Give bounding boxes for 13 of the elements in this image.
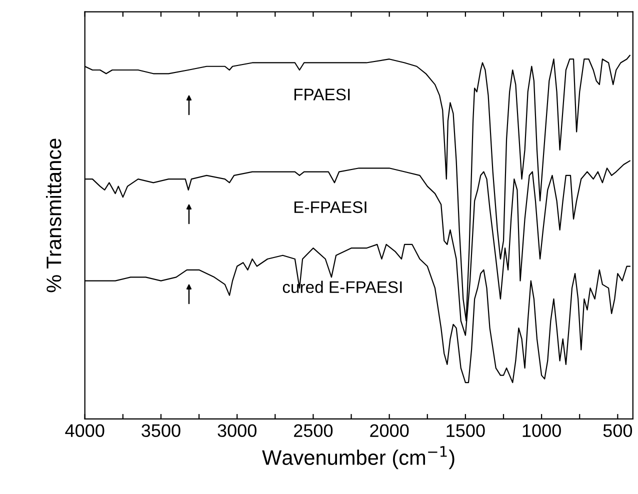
series-label: FPAESI <box>294 88 350 100</box>
series-label: E-FPAESI <box>294 201 366 214</box>
x-tick-label: 3500 <box>142 424 180 438</box>
x-tick-label: 1000 <box>522 424 561 438</box>
y-axis-title: % Transmittance <box>46 138 62 292</box>
x-tick-label: 2500 <box>294 424 333 438</box>
series-label: cured E-FPAESI <box>282 280 402 294</box>
x-tick-label: 4000 <box>65 424 104 438</box>
x-axis-title: Wavenumber (cm$^{−1}$) <box>262 446 454 470</box>
x-tick-label: 2000 <box>370 424 409 438</box>
x-tick-label: 3000 <box>218 424 256 438</box>
x-tick-label: 500 <box>603 424 632 438</box>
x-tick-label: 1500 <box>446 424 485 438</box>
